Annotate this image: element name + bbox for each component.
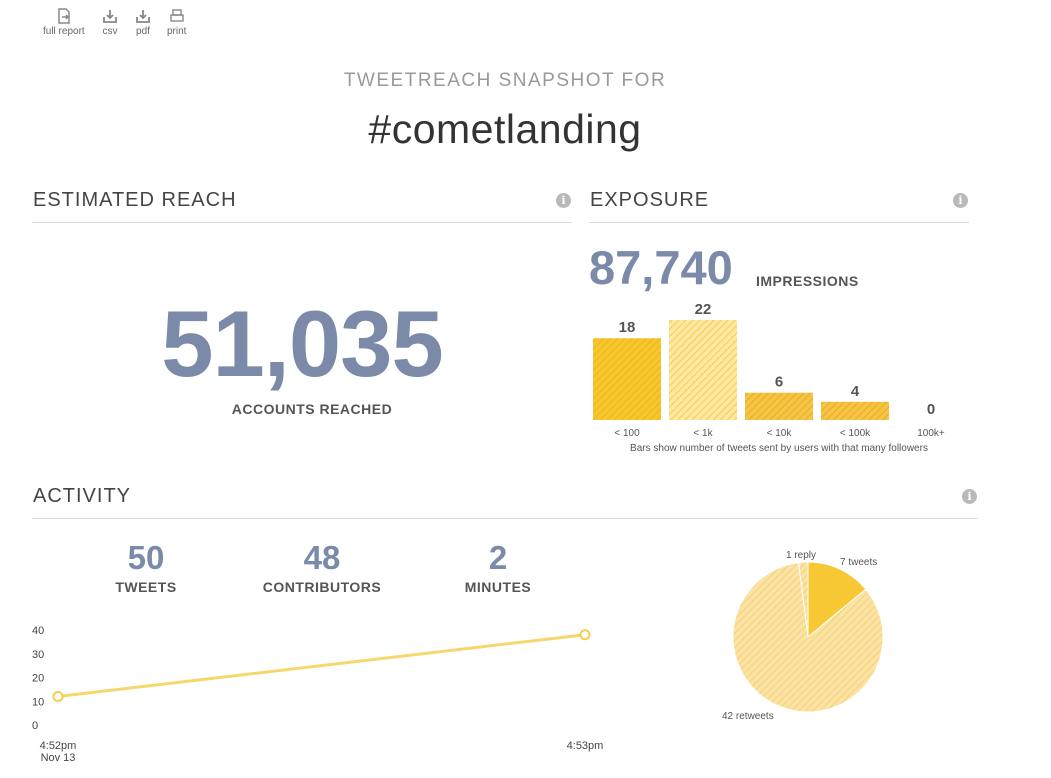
- pdf-label: pdf: [136, 26, 150, 37]
- contributors-count: 48: [303, 539, 341, 576]
- csv-label: csv: [102, 26, 118, 37]
- exposure-title: EXPOSURE: [590, 189, 710, 211]
- print-button[interactable]: print: [167, 8, 186, 37]
- pie-slice-label: 42 retweets: [722, 711, 774, 722]
- x-tick-label: 4:52pm: [40, 740, 77, 752]
- exposure-divider: [589, 222, 969, 223]
- x-tick-sublabel: Nov 13: [41, 752, 76, 764]
- bar-category-label: 100k+: [917, 428, 945, 439]
- estimated-reach-title: ESTIMATED REACH: [33, 189, 237, 211]
- pie-slice-0: [807, 561, 867, 639]
- bar-category-label: < 100: [614, 428, 640, 439]
- bar-category-label: < 10k: [767, 428, 793, 439]
- bar-0: [593, 338, 661, 420]
- impressions-label: IMPRESSIONS: [756, 273, 859, 289]
- minutes-label: MINUTES: [464, 579, 532, 595]
- x-tick-label: 4:53pm: [567, 740, 604, 752]
- bar-value-label: 18: [619, 319, 636, 336]
- bar-value-label: 4: [851, 383, 860, 400]
- reach-divider: [32, 222, 572, 223]
- y-tick-label: 30: [32, 649, 44, 661]
- activity-title: ACTIVITY: [33, 485, 132, 507]
- bar-chart-note: Bars show number of tweets sent by users…: [630, 443, 928, 454]
- bar-3: [821, 401, 889, 420]
- bar-value-label: 6: [775, 374, 783, 391]
- tweets-label: TWEETS: [115, 579, 177, 595]
- bar-2: [745, 392, 813, 420]
- bar-1: [669, 320, 737, 420]
- pdf-button[interactable]: pdf: [135, 8, 151, 37]
- printer-icon: [170, 9, 184, 22]
- pie-slice-label: 7 tweets: [840, 557, 877, 568]
- bar-value-label: 22: [695, 301, 712, 318]
- hashtag-title: #cometlanding: [368, 106, 642, 152]
- print-label: print: [167, 26, 187, 37]
- bar-value-label: 0: [927, 401, 935, 418]
- minutes-count: 2: [488, 539, 508, 576]
- full-report-button[interactable]: full report: [43, 8, 85, 37]
- y-tick-label: 0: [32, 720, 38, 732]
- bar-category-label: < 1k: [693, 428, 713, 439]
- pie-slice-label: 1 reply: [786, 550, 816, 561]
- y-tick-label: 40: [32, 625, 44, 637]
- csv-button[interactable]: csv: [102, 8, 118, 37]
- snapshot-label: TWEETREACH SNAPSHOT FOR: [343, 70, 667, 91]
- contributors-label: CONTRIBUTORS: [262, 579, 382, 595]
- pie-slice-1: [732, 562, 884, 713]
- accounts-reached-label: ACCOUNTS REACHED: [231, 401, 393, 417]
- y-tick-label: 10: [32, 696, 44, 708]
- exposure-info-icon[interactable]: i: [953, 193, 968, 208]
- full-report-label: full report: [43, 26, 85, 37]
- download-tray-icon: [103, 10, 117, 23]
- download-tray-icon: [136, 10, 150, 23]
- reach-info-icon[interactable]: i: [556, 193, 571, 208]
- activity-pie-chart: 7 tweets 42 retweets 1 reply: [722, 550, 884, 722]
- activity-divider: [32, 518, 978, 519]
- document-export-icon: [58, 8, 70, 24]
- activity-point: [579, 629, 591, 641]
- tweets-count: 50: [127, 539, 165, 576]
- reach-value: 51,035: [161, 291, 444, 396]
- activity-info-icon[interactable]: i: [962, 489, 977, 504]
- pie-slice-2: [798, 561, 809, 638]
- y-tick-label: 20: [32, 673, 44, 685]
- exposure-bar-chart: 18 < 100 22 < 1k 6 < 10k 4 < 100k 0 100k+: [593, 301, 945, 439]
- activity-series-line: [57, 633, 586, 698]
- activity-point: [52, 691, 64, 702]
- impressions-value: 87,740: [589, 241, 733, 294]
- bar-category-label: < 100k: [840, 428, 871, 439]
